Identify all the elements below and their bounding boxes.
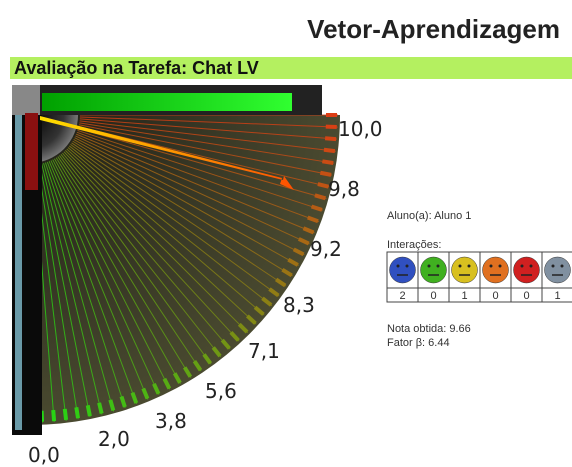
tick-mark — [320, 173, 331, 175]
progress-bar — [42, 93, 292, 111]
gauge-label: 9,8 — [328, 177, 360, 201]
face-icon — [390, 257, 416, 283]
count: 1 — [461, 290, 467, 302]
gauge-label: 9,2 — [310, 237, 342, 261]
face-eye — [530, 265, 533, 268]
gauge-label: 3,8 — [155, 409, 187, 433]
tick-mark — [76, 407, 78, 418]
panel-title: Avaliação na Tarefa: Chat LV — [14, 58, 259, 78]
grade: Nota obtida: 9.66 — [387, 323, 471, 335]
face-icon — [421, 257, 447, 283]
gauge-label: 5,6 — [205, 379, 237, 403]
face-icon — [483, 257, 509, 283]
face-eye — [468, 265, 471, 268]
count: 0 — [523, 290, 529, 302]
face-eye — [406, 265, 409, 268]
app-title: Vetor-Aprendizagem — [307, 14, 560, 44]
count: 0 — [430, 290, 436, 302]
tick-mark — [88, 405, 90, 416]
gauge-label: 8,3 — [283, 293, 315, 317]
face-eye — [437, 265, 440, 268]
tick-mark — [322, 161, 333, 163]
red-bar — [25, 113, 38, 190]
student: Aluno(a): Aluno 1 — [387, 210, 471, 222]
tick-mark — [99, 403, 102, 414]
interactions-title: Interações: — [387, 239, 441, 251]
gauge-label: 2,0 — [98, 427, 130, 451]
face-eye — [459, 265, 462, 268]
blue-strip — [15, 115, 22, 430]
face-eye — [561, 265, 564, 268]
corner — [12, 85, 40, 115]
count: 0 — [492, 290, 498, 302]
face-icon — [452, 257, 478, 283]
face-eye — [397, 265, 400, 268]
gauge — [12, 85, 340, 435]
factor: Fator β: 6.44 — [387, 337, 450, 349]
page: Vetor-Aprendizagem Avaliação na Tarefa: … — [0, 0, 572, 467]
face-eye — [521, 265, 524, 268]
tick-mark — [325, 138, 336, 139]
tick-mark — [324, 150, 335, 151]
gauge-label: 0,0 — [28, 443, 60, 467]
face-eye — [499, 265, 502, 268]
count: 2 — [399, 290, 405, 302]
gauge-label: 10,0 — [338, 117, 383, 141]
face-eye — [428, 265, 431, 268]
tick-mark — [318, 184, 329, 187]
gauge-label: 7,1 — [248, 339, 280, 363]
tick-mark — [53, 410, 54, 421]
face-eye — [552, 265, 555, 268]
tick-mark — [65, 409, 66, 420]
face-icon — [514, 257, 540, 283]
screen: Vetor-Aprendizagem Avaliação na Tarefa: … — [0, 0, 572, 467]
face-icon — [545, 257, 571, 283]
face-eye — [490, 265, 493, 268]
count: 1 — [554, 290, 560, 302]
